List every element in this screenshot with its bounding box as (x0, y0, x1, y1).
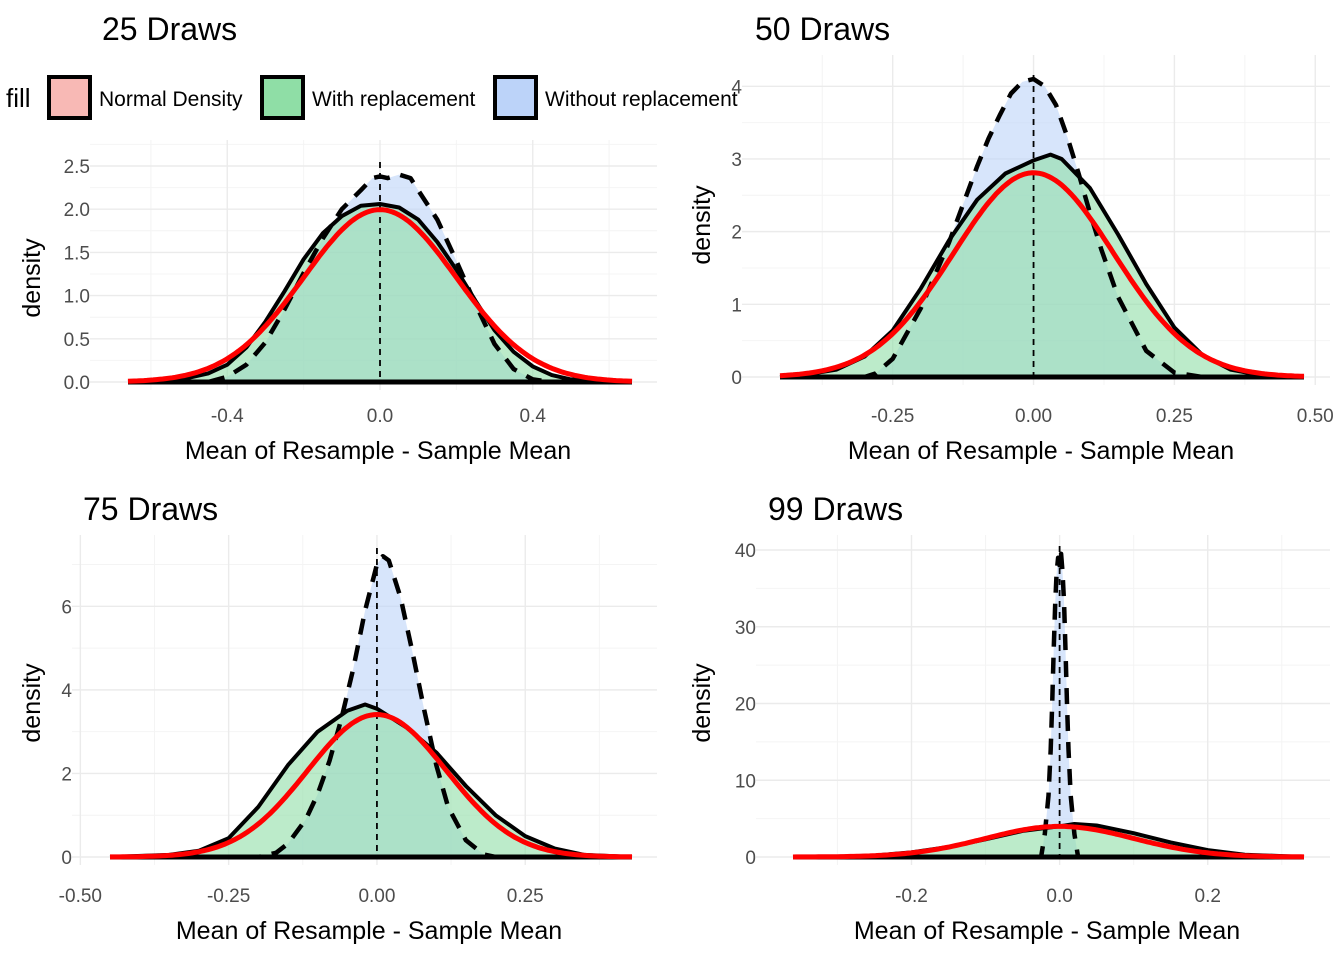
y-tick-label: 6 (61, 597, 72, 618)
x-axis-label: Mean of Resample - Sample Mean (185, 437, 571, 465)
area-without-replacement (793, 553, 1304, 857)
legend-label-without-replacement: Without replacement (545, 88, 738, 111)
panel-title: 99 Draws (768, 491, 903, 527)
line-with-replacement (127, 202, 633, 384)
legend-key-with-replacement (260, 75, 305, 120)
y-axis-label: density (18, 663, 46, 743)
line-without-replacement (110, 553, 632, 860)
x-tick-label: 0.00 (1015, 406, 1052, 427)
legend-label-normal-density: Normal Density (99, 88, 243, 111)
legend-title: fill (6, 83, 31, 113)
y-tick-label: 1.0 (64, 287, 90, 308)
y-axis-label: density (18, 238, 46, 318)
line-normal-density (779, 170, 1305, 379)
y-tick-label: 0 (731, 368, 742, 389)
y-tick-label: 0.0 (64, 373, 90, 394)
y-tick-label: 2 (731, 223, 742, 244)
x-tick-label: 0.00 (358, 886, 395, 907)
y-axis-label: density (688, 663, 716, 743)
panel-title: 75 Draws (83, 491, 218, 527)
panel-title: 50 Draws (755, 11, 890, 47)
y-tick-label: 10 (735, 771, 756, 792)
line-normal-density (792, 823, 1305, 860)
x-axis-label: Mean of Resample - Sample Mean (848, 437, 1234, 465)
y-tick-label: 4 (731, 77, 742, 98)
y-tick-label: 1.5 (64, 243, 90, 264)
x-tick-label: 0.50 (1297, 406, 1334, 427)
y-tick-label: 20 (735, 695, 756, 716)
line-with-replacement (109, 702, 633, 859)
plot-area: -0.25 0.00 0.25 0.50 0 1 2 3 4 (731, 55, 1334, 427)
x-tick-label: 0.0 (367, 406, 393, 427)
panel-75-draws: 75 Draws -0.50 -0.25 0.00 0.25 0 2 4 6 Mean of … (18, 491, 657, 945)
line-without-replacement (128, 172, 632, 385)
x-tick-label: -0.50 (59, 886, 102, 907)
y-tick-label: 40 (735, 541, 756, 562)
line-normal-density (110, 712, 632, 860)
legend-key-normal-density (47, 75, 92, 120)
x-tick-label: 0.0 (1046, 886, 1072, 907)
y-tick-label: 2.0 (64, 200, 90, 221)
x-tick-label: 0.4 (520, 406, 547, 427)
panel-99-draws: 99 Draws -0.2 0.0 0.2 0 10 20 30 40 Mean of Res… (688, 491, 1330, 945)
panel-title: 25 Draws (102, 11, 237, 47)
y-axis-label: density (688, 185, 716, 265)
legend-key-without-replacement (493, 75, 538, 120)
panel-50-draws: 50 Draws -0.25 0.00 0.25 0.50 0 1 2 3 4 Mean of … (688, 11, 1334, 465)
legend-label-with-replacement: With replacement (312, 88, 476, 111)
y-tick-label: 0 (745, 848, 756, 869)
x-tick-label: -0.4 (211, 406, 244, 427)
x-tick-label: -0.25 (871, 406, 914, 427)
line-normal-density (127, 207, 633, 384)
y-tick-label: 0 (61, 848, 72, 869)
y-tick-label: 2 (61, 764, 72, 785)
area-with-replacement (110, 704, 632, 857)
plot-area: -0.50 -0.25 0.00 0.25 0 2 4 6 (59, 535, 657, 907)
panel-25-draws: 25 Draws -0.4 0.0 0.4 0.0 0.5 1.0 1.5 2.0 2.5 Me… (18, 11, 657, 465)
x-tick-label: -0.25 (207, 886, 250, 907)
y-tick-label: 3 (731, 150, 742, 171)
x-tick-label: 0.2 (1195, 886, 1221, 907)
y-tick-label: 1 (731, 295, 742, 316)
x-tick-label: 0.25 (507, 886, 544, 907)
x-tick-label: -0.2 (895, 886, 928, 907)
plot-area: -0.4 0.0 0.4 0.0 0.5 1.0 1.5 2.0 2.5 (64, 140, 657, 427)
x-axis-label: Mean of Resample - Sample Mean (176, 917, 562, 945)
x-tick-label: 0.25 (1156, 406, 1193, 427)
y-tick-label: 0.5 (64, 330, 90, 351)
legend: fill Normal Density With replacement Wit… (6, 75, 738, 120)
y-tick-label: 30 (735, 618, 756, 639)
area-with-replacement (780, 154, 1304, 377)
line-without-replacement (793, 551, 1304, 860)
y-tick-label: 2.5 (64, 157, 90, 178)
x-axis-label: Mean of Resample - Sample Mean (854, 917, 1240, 945)
plot-area: -0.2 0.0 0.2 0 10 20 30 40 (735, 535, 1330, 907)
y-tick-label: 4 (61, 681, 72, 702)
